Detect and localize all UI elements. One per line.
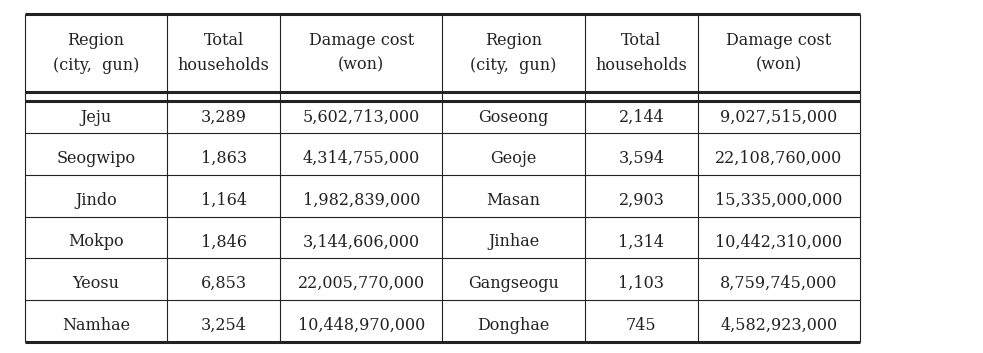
Text: Total
households: Total households (178, 32, 269, 74)
Text: 4,314,755,000: 4,314,755,000 (303, 150, 420, 167)
Text: 3,289: 3,289 (201, 108, 247, 126)
Text: 3,144,606,000: 3,144,606,000 (303, 233, 420, 251)
Text: 1,863: 1,863 (201, 150, 247, 167)
Text: 8,759,745,000: 8,759,745,000 (721, 275, 838, 292)
Text: 10,442,310,000: 10,442,310,000 (716, 233, 842, 251)
Text: Namhae: Namhae (62, 317, 130, 334)
Text: 745: 745 (626, 317, 657, 334)
Text: 6,853: 6,853 (201, 275, 247, 292)
Text: 2,903: 2,903 (618, 192, 665, 209)
Text: 1,314: 1,314 (618, 233, 665, 251)
Text: Mokpo: Mokpo (68, 233, 124, 251)
Text: 22,005,770,000: 22,005,770,000 (298, 275, 425, 292)
Text: 3,254: 3,254 (201, 317, 247, 334)
Text: Yeosu: Yeosu (73, 275, 119, 292)
Text: 1,846: 1,846 (201, 233, 247, 251)
Text: 1,982,839,000: 1,982,839,000 (303, 192, 420, 209)
Text: Goseong: Goseong (479, 108, 549, 126)
Text: Region
(city,  gun): Region (city, gun) (53, 32, 139, 74)
Text: Jindo: Jindo (75, 192, 117, 209)
Text: 4,582,923,000: 4,582,923,000 (721, 317, 838, 334)
Text: 9,027,515,000: 9,027,515,000 (721, 108, 838, 126)
Text: Damage cost
(won): Damage cost (won) (309, 32, 414, 74)
Text: Jeju: Jeju (81, 108, 111, 126)
Text: Seogwipo: Seogwipo (56, 150, 136, 167)
Text: Region
(city,  gun): Region (city, gun) (471, 32, 556, 74)
Text: Donghae: Donghae (478, 317, 549, 334)
Text: 1,164: 1,164 (201, 192, 247, 209)
Text: Jinhae: Jinhae (488, 233, 540, 251)
Text: 2,144: 2,144 (618, 108, 665, 126)
Text: Masan: Masan (487, 192, 541, 209)
Text: 5,602,713,000: 5,602,713,000 (303, 108, 420, 126)
Text: 1,103: 1,103 (618, 275, 665, 292)
Text: Total
households: Total households (596, 32, 687, 74)
Text: Damage cost
(won): Damage cost (won) (726, 32, 832, 74)
Text: 10,448,970,000: 10,448,970,000 (298, 317, 425, 334)
Text: 22,108,760,000: 22,108,760,000 (716, 150, 842, 167)
Text: Gangseogu: Gangseogu (468, 275, 559, 292)
Text: Geoje: Geoje (491, 150, 537, 167)
Text: 3,594: 3,594 (618, 150, 665, 167)
Text: 15,335,000,000: 15,335,000,000 (716, 192, 842, 209)
